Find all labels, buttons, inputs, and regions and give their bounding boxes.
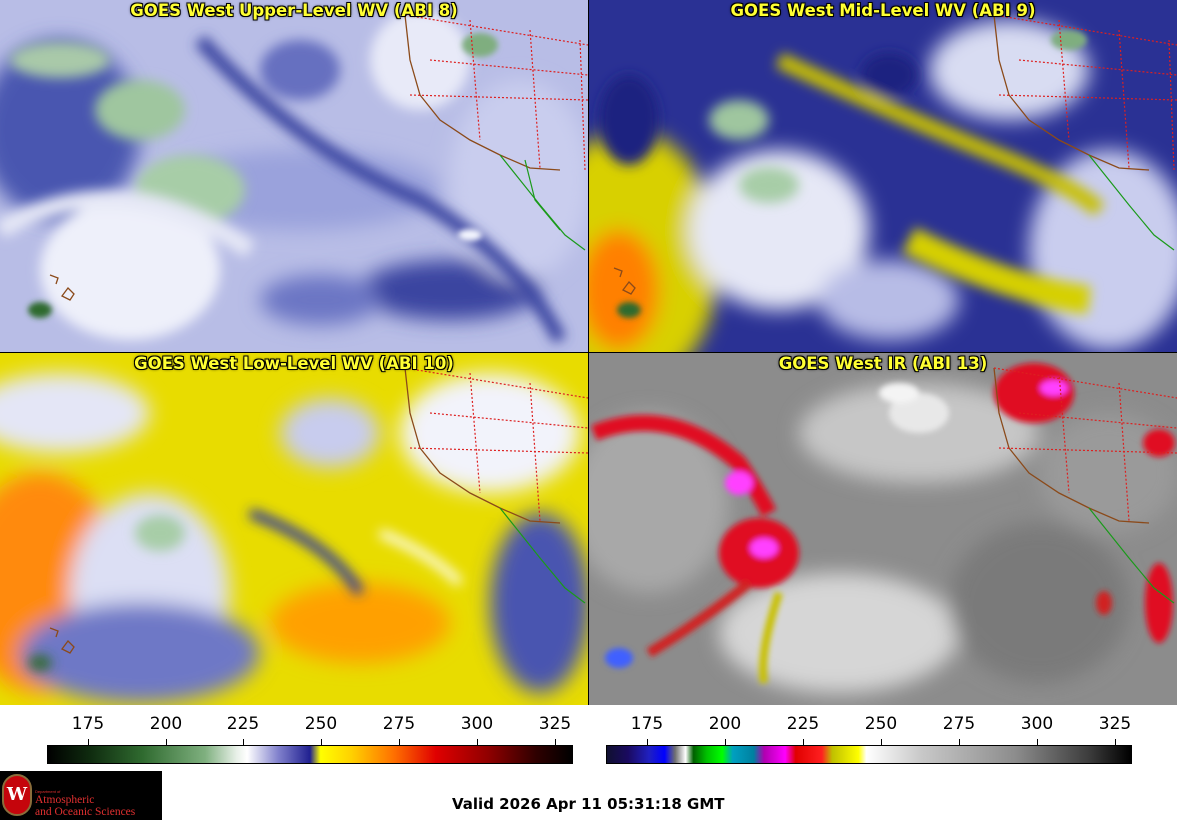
wv-tick-label: 175: [71, 714, 105, 734]
ir-colorbar: [606, 745, 1132, 764]
wv-tick-label: 300: [460, 714, 494, 734]
mid-level-wv-image: [589, 0, 1177, 352]
ir-tick-mark: [725, 739, 726, 745]
ir-tick-mark: [881, 739, 882, 745]
wv-tick-mark: [555, 739, 556, 745]
aos-logo[interactable]: W Department of Atmospheric and Oceanic …: [0, 771, 162, 820]
ir-tick-mark: [1037, 739, 1038, 745]
ir-tick-mark: [1115, 739, 1116, 745]
ir-tick-label: 175: [630, 714, 664, 734]
logo-name-text: Atmospheric and Oceanic Sciences: [35, 794, 135, 818]
ir-tick-mark: [959, 739, 960, 745]
low-level-wv-image: [0, 353, 588, 705]
ir-tick-mark: [803, 739, 804, 745]
valid-time: Valid 2026 Apr 11 05:31:18 GMT: [452, 795, 725, 813]
logo-line-1: Atmospheric: [35, 794, 95, 806]
uw-seal-icon: W: [2, 774, 32, 816]
ir-tick-mark: [647, 739, 648, 745]
ir-tick-label: 225: [786, 714, 820, 734]
wv-tick-label: 225: [226, 714, 260, 734]
upper-level-wv-panel: GOES West Upper-Level WV (ABI 8): [0, 0, 588, 352]
wv-tick-mark: [243, 739, 244, 745]
logo-line-2: and Oceanic Sciences: [35, 806, 136, 818]
wv-tick-label: 200: [149, 714, 183, 734]
wv-tick-mark: [399, 739, 400, 745]
panel-title: GOES West Mid-Level WV (ABI 9): [730, 1, 1036, 20]
wv-colorbar: [47, 745, 573, 764]
ir-tick-label: 200: [708, 714, 742, 734]
wv-tick-mark: [477, 739, 478, 745]
panel-title: GOES West Upper-Level WV (ABI 8): [130, 1, 458, 20]
wv-tick-label: 275: [382, 714, 416, 734]
logo-dept-text: Department of: [35, 789, 61, 794]
wv-tick-mark: [166, 739, 167, 745]
panel-title: GOES West Low-Level WV (ABI 10): [134, 354, 454, 373]
upper-level-wv-image: [0, 0, 588, 352]
ir-tick-label: 275: [942, 714, 976, 734]
wv-tick-label: 250: [304, 714, 338, 734]
ir-tick-label: 325: [1098, 714, 1132, 734]
ir-image: [589, 353, 1177, 705]
ir-tick-label: 250: [864, 714, 898, 734]
panel-title: GOES West IR (ABI 13): [778, 354, 988, 373]
mid-level-wv-panel: GOES West Mid-Level WV (ABI 9): [589, 0, 1177, 352]
low-level-wv-panel: GOES West Low-Level WV (ABI 10): [0, 353, 588, 705]
ir-tick-label: 300: [1020, 714, 1054, 734]
panel-divider-horizontal: [0, 352, 1177, 353]
wv-tick-label: 325: [538, 714, 572, 734]
wv-tick-mark: [88, 739, 89, 745]
wv-tick-mark: [321, 739, 322, 745]
ir-panel: GOES West IR (ABI 13): [589, 353, 1177, 705]
